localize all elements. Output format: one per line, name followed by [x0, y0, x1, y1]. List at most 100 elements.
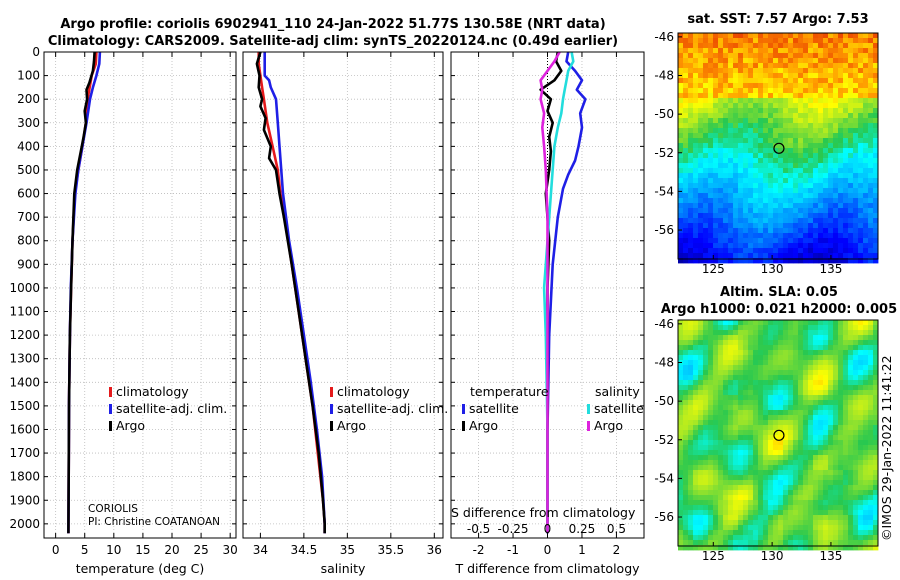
map-cell	[688, 103, 694, 109]
map-cell	[873, 370, 879, 376]
map-cell	[808, 475, 814, 481]
map-cell	[853, 450, 859, 456]
map-cell	[778, 193, 784, 199]
map-cell	[763, 495, 769, 501]
map-cell	[808, 173, 814, 179]
map-cell	[743, 223, 749, 229]
map-cell	[773, 335, 779, 341]
legend-argo-label: Argo	[116, 418, 145, 433]
map-cell	[763, 505, 769, 511]
map-cell	[748, 93, 754, 99]
map-cell	[733, 390, 739, 396]
map-cell	[853, 455, 859, 461]
map-cell	[703, 425, 709, 431]
map-cell	[778, 355, 784, 361]
map-cell	[738, 218, 744, 224]
map-cell	[683, 435, 689, 441]
map-cell	[873, 530, 879, 536]
map-cell	[838, 223, 844, 229]
map-cell	[833, 360, 839, 366]
map-cell	[778, 420, 784, 426]
map-cell	[873, 410, 879, 416]
map-cell	[793, 58, 799, 64]
map-cell	[733, 93, 739, 99]
map-cell	[723, 103, 729, 109]
map-cell	[843, 485, 849, 491]
map-cell	[808, 168, 814, 174]
map-cell	[843, 395, 849, 401]
map-cell	[688, 395, 694, 401]
map-cell	[678, 88, 684, 94]
map-cell	[703, 133, 709, 139]
map-cell	[808, 138, 814, 144]
map-cell	[738, 335, 744, 341]
map-cell	[828, 425, 834, 431]
map-cell	[843, 203, 849, 209]
map-cell	[828, 465, 834, 471]
map-cell	[768, 83, 774, 89]
series-climatology	[257, 52, 326, 534]
map-cell	[698, 395, 704, 401]
map-cell	[748, 420, 754, 426]
map-cell	[683, 43, 689, 49]
map-cell	[808, 153, 814, 159]
map-cell	[853, 360, 859, 366]
map-cell	[713, 515, 719, 521]
map-cell	[803, 233, 809, 239]
map-cell	[788, 68, 794, 74]
map-cell	[778, 93, 784, 99]
map-cell	[798, 380, 804, 386]
map-cell	[738, 148, 744, 154]
map-cell	[828, 530, 834, 536]
map-cell	[683, 78, 689, 84]
map-cell	[743, 355, 749, 361]
map-cell	[868, 243, 874, 249]
map-cell	[863, 228, 869, 234]
map-cell	[738, 153, 744, 159]
map-cell	[778, 183, 784, 189]
map-cell	[868, 355, 874, 361]
map-cell	[748, 63, 754, 69]
map-cell	[713, 475, 719, 481]
map-cell	[863, 248, 869, 254]
map-cell	[678, 198, 684, 204]
map-cell	[778, 465, 784, 471]
map-cell	[803, 525, 809, 531]
map-cell	[788, 350, 794, 356]
map-cell	[753, 143, 759, 149]
map-cell	[778, 118, 784, 124]
map-cell	[778, 158, 784, 164]
map-cell	[763, 68, 769, 74]
map-cell	[778, 173, 784, 179]
map-cell	[853, 395, 859, 401]
map-cell	[728, 415, 734, 421]
map-cell	[808, 455, 814, 461]
map-cell	[793, 375, 799, 381]
map-cell	[678, 505, 684, 511]
map-cell	[708, 490, 714, 496]
map-cell	[798, 480, 804, 486]
map-cell	[798, 218, 804, 224]
map-cell	[718, 83, 724, 89]
map-cell	[698, 435, 704, 441]
map-cell	[733, 370, 739, 376]
y-tick-label: 600	[17, 187, 40, 201]
map-cell	[728, 243, 734, 249]
map-cell	[858, 103, 864, 109]
map-cell	[728, 33, 734, 39]
map-cell	[833, 510, 839, 516]
map-cell	[803, 98, 809, 104]
map-cell	[843, 490, 849, 496]
map-cell	[768, 475, 774, 481]
map-cell	[703, 113, 709, 119]
map-cell	[703, 248, 709, 254]
map-cell	[863, 103, 869, 109]
map-cell	[718, 375, 724, 381]
map-cell	[728, 425, 734, 431]
map-cell	[793, 480, 799, 486]
map-cell	[813, 510, 819, 516]
map-cell	[768, 58, 774, 64]
map-cell	[808, 233, 814, 239]
map-cell	[843, 148, 849, 154]
map-cell	[758, 390, 764, 396]
